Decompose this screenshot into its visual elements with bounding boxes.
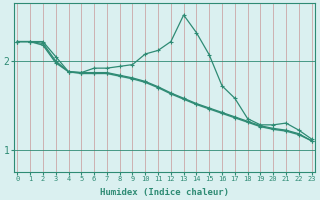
X-axis label: Humidex (Indice chaleur): Humidex (Indice chaleur) bbox=[100, 188, 229, 197]
